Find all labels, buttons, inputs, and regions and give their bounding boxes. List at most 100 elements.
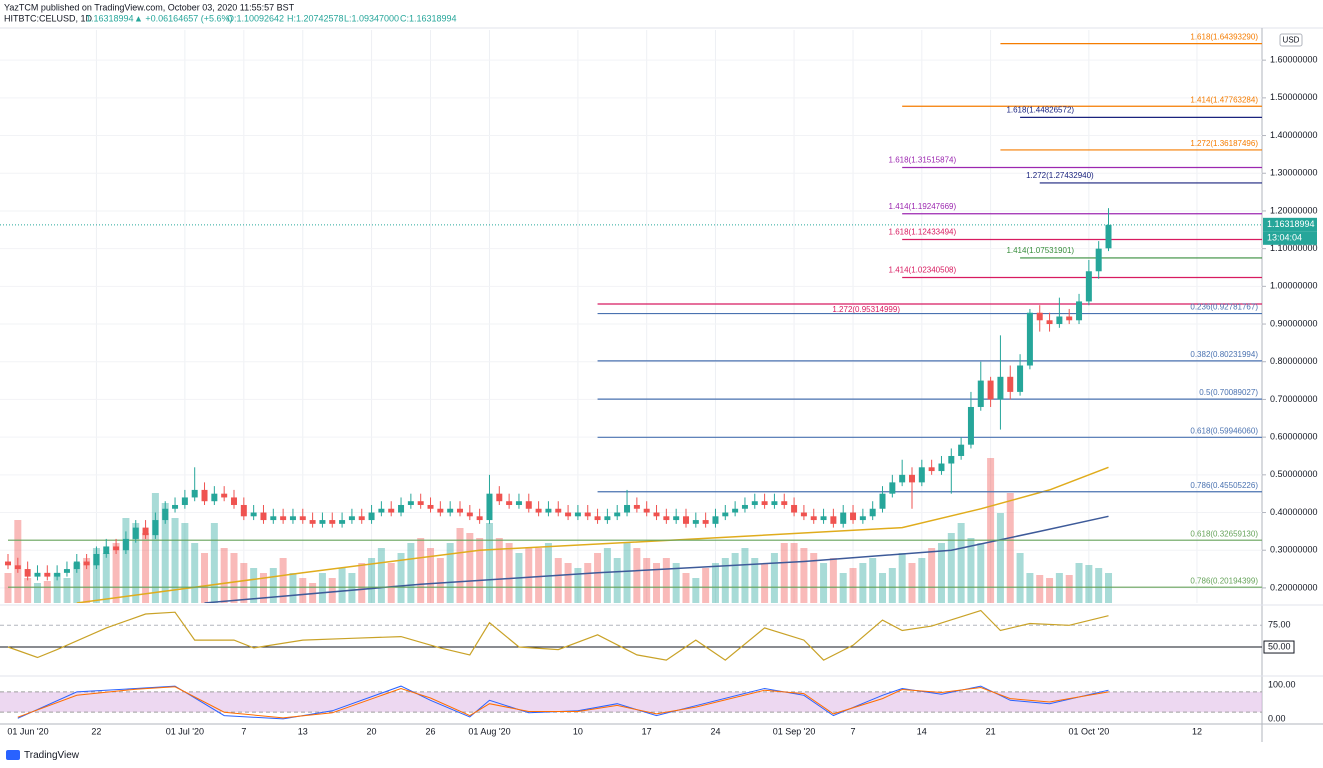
candle-body — [830, 516, 837, 524]
volume-bar — [485, 523, 493, 603]
stoch-line — [17, 685, 1109, 720]
y-tick-label: 1.30000000 — [1270, 168, 1318, 178]
candle-body — [682, 516, 689, 524]
y-tick-label: 1.10000000 — [1270, 243, 1318, 253]
candle-body — [997, 376, 1004, 400]
candle-body — [515, 501, 522, 505]
unit-box — [1279, 33, 1303, 47]
candle-body — [437, 508, 444, 513]
y-tick-label: 1.00000000 — [1270, 281, 1318, 291]
candle-body — [230, 497, 237, 505]
candle-body — [732, 508, 739, 513]
candle-body — [1026, 312, 1033, 366]
countdown: 13:04:04 — [1267, 233, 1302, 243]
volume-bar — [24, 578, 32, 603]
volume-bar — [112, 543, 120, 603]
candle-body — [358, 516, 365, 521]
candle-body — [378, 508, 385, 513]
volume-bar — [318, 573, 326, 603]
volume-bar — [142, 533, 150, 603]
candle-body — [899, 474, 906, 483]
candle-body — [398, 504, 405, 513]
unit-label: USD — [1283, 36, 1300, 45]
volume-bar — [800, 548, 808, 603]
volume-bar — [1006, 493, 1014, 603]
volume-bar — [161, 503, 169, 603]
candle-body — [1066, 316, 1073, 321]
candle-body — [250, 512, 257, 517]
volume-bar — [711, 563, 719, 603]
y-tick-label: 0.70000000 — [1270, 394, 1318, 404]
candle-body — [1076, 301, 1083, 321]
candle-body — [525, 501, 532, 509]
fib-label: 0.382(0.80231994) — [1190, 350, 1258, 359]
x-tick-label: 01 Oct '20 — [1068, 726, 1109, 736]
volume-bar — [417, 538, 425, 603]
y-tick-label: 1.60000000 — [1270, 55, 1318, 65]
volume-bar — [888, 568, 896, 603]
candle-body — [34, 572, 41, 577]
candle-body — [1046, 320, 1053, 325]
volume-bar — [220, 548, 228, 603]
volume-bar — [446, 543, 454, 603]
brand-logo: TradingView — [6, 750, 80, 761]
volume-bar — [967, 538, 975, 603]
stoch-line — [17, 686, 1109, 719]
candle-body — [673, 516, 680, 521]
fib-label: 0.786(0.45505226) — [1190, 481, 1258, 490]
candle-body — [948, 455, 955, 464]
volume-bar — [1095, 568, 1103, 603]
candle-body — [741, 504, 748, 509]
candle-body — [201, 489, 208, 502]
volume-bar — [898, 553, 906, 603]
volume-bar — [427, 548, 435, 603]
volume-bar — [397, 553, 405, 603]
candle-body — [869, 508, 876, 517]
candle-body — [417, 501, 424, 505]
candle-body — [103, 546, 110, 554]
x-tick-label: 26 — [426, 726, 436, 736]
candle-body — [800, 512, 807, 517]
volume-bar — [623, 543, 631, 603]
volume-bar — [702, 568, 710, 603]
legend: HITBTC:CELUSD, 1D 1.16318994 ▲ +0.061646… — [4, 13, 457, 23]
candle-body — [967, 406, 974, 445]
volume-bar — [741, 548, 749, 603]
x-tick-label: 22 — [91, 726, 101, 736]
candle-body — [407, 501, 414, 505]
candle-body — [840, 512, 847, 524]
volume-bar — [1105, 573, 1113, 603]
x-tick-label: 7 — [851, 726, 856, 736]
x-tick-label: 17 — [642, 726, 652, 736]
candle-body — [624, 504, 631, 513]
axes: 01 Jun '20 22 01 Jul '20 7 13 20 26 01 Aug '20 1… — [7, 55, 1317, 737]
x-tick-label: 10 — [573, 726, 583, 736]
fib-label: 0.236(0.92781767) — [1190, 303, 1258, 312]
change: ▲ +0.06164657 (+5.6%) — [134, 13, 232, 23]
fib-label: 1.272(1.36187496) — [1190, 139, 1258, 148]
candle-body — [132, 527, 139, 539]
volume-bar — [191, 543, 199, 603]
rsi-tick-label: 50.00 — [1268, 641, 1291, 651]
candle-body — [83, 561, 90, 566]
volume-bar — [564, 563, 572, 603]
close-value: C:1.16318994 — [400, 13, 457, 23]
volume-bar — [525, 548, 533, 603]
candle-body — [54, 572, 61, 577]
volume-bar — [259, 573, 267, 603]
y-tick-label: 0.20000000 — [1270, 582, 1318, 592]
volume-bar — [977, 543, 985, 603]
candle-body — [162, 508, 169, 521]
y-tick-label: 0.30000000 — [1270, 545, 1318, 555]
candle-body — [299, 516, 306, 521]
candle-body — [280, 516, 287, 521]
fib-label: 1.618(1.31515874) — [889, 156, 957, 165]
volume-bar — [456, 528, 464, 603]
candle-body — [476, 516, 483, 521]
candle-body — [329, 520, 336, 524]
volume-bar — [181, 523, 189, 603]
candle-body — [1056, 316, 1063, 325]
volume-bar — [603, 548, 611, 603]
